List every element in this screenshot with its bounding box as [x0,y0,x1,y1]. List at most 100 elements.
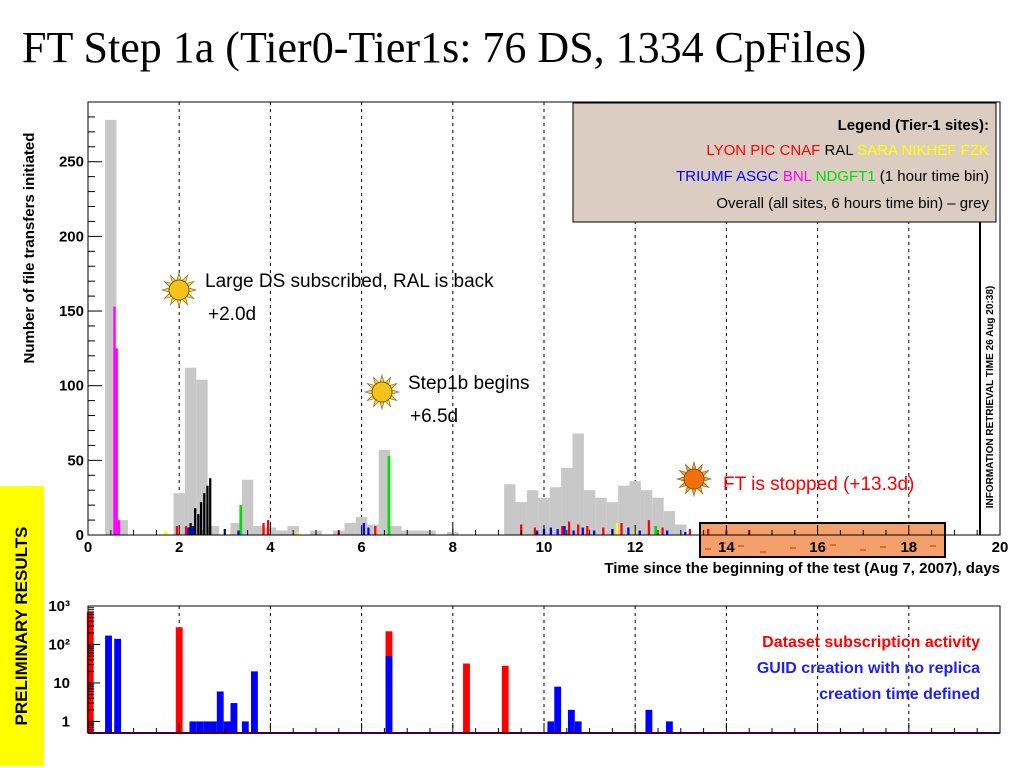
ft-stopped-highlight-box [699,522,946,558]
bottom-bar [501,665,509,733]
top-bar [538,497,550,535]
bottom-bar [251,671,258,733]
top-bar [620,523,623,535]
top-bar [116,520,128,535]
top-bar [567,521,571,535]
bottom-bar [574,721,582,733]
annotation-step1b-offset: +6.5d [410,406,458,427]
top-bar [196,379,208,535]
top-bar [387,455,391,535]
highlight-speck [760,551,766,553]
top-bar [230,523,242,535]
legend-entry: TRIUMF [676,168,736,185]
bottom-bar [175,627,183,733]
top-x-tick-label: 0 [84,539,92,556]
top-x-tick-label: 6 [357,539,365,556]
top-bar [638,530,641,535]
bottom-bar [209,721,217,733]
slide-title: FT Step 1a (Tier0-Tier1s: 76 DS, 1334 Cp… [22,23,867,72]
bottom-bar [567,709,575,733]
top-chart-bars [105,119,751,536]
bottom-bar [554,686,562,733]
bottom-chart-bars [86,611,673,733]
top-bar [378,449,391,535]
top-bar [239,505,243,535]
bottom-bar [196,721,204,733]
bottom-legend-line-1: Dataset subscription activity [762,634,980,651]
top-bar [262,523,265,535]
top-bar [593,530,596,535]
top-bar [586,526,589,535]
top-x-tick-label: 10 [536,539,553,556]
top-x-tick-label: 16 [809,539,826,556]
legend-entry: PIC [750,142,779,159]
top-bar [688,529,692,535]
highlight-speck [790,547,796,549]
highlight-speck [705,548,711,550]
top-bar [572,433,584,535]
top-bar [296,532,299,535]
bottom-y-tick-label: 10 [53,675,70,692]
top-bar [615,523,619,535]
top-bar [549,487,562,535]
top-x-tick-label: 18 [900,539,917,556]
top-bar [206,485,209,535]
legend-title: Legend (Tier-1 sites): [838,117,989,134]
legend-entry: RAL [824,142,857,159]
highlight-speck [880,546,886,548]
top-bar [194,508,197,535]
bottom-bar [86,611,94,733]
legend-entry: (1 hour time bin) [880,168,989,185]
highlight-box-specks [705,542,936,553]
top-y-tick-label: 200 [59,228,84,245]
top-bar [663,511,676,535]
top-bar [344,523,356,535]
top-x-axis-label: Time since the beginning of the test (Au… [604,560,1000,577]
bottom-y-tick-label: 10² [48,636,70,653]
top-bar [241,479,254,535]
annotation-large-ds-offset: +2.0d [208,304,256,325]
highlight-speck [738,545,744,547]
top-bar [602,527,605,535]
bottom-bar [189,721,197,733]
top-legend: Legend (Tier-1 sites): LYON PIC CNAF RAL… [572,102,997,223]
top-bar [549,527,552,535]
highlight-speck [905,550,911,552]
top-bar [175,526,179,535]
annotation-large-ds: Large DS subscribed, RAL is back [205,271,494,292]
bottom-bar [645,709,653,733]
top-y-tick-label: 100 [59,378,84,395]
retrieval-time-note: INFORMATION RETRIEVAL TIME 26 Aug 20:38) [985,286,996,508]
legend-row-1: LYON PIC CNAF RAL SARA NIKHEF FZK [706,142,989,159]
bottom-bar [105,635,112,733]
top-x-tick-label: 12 [627,539,644,556]
top-bar [199,502,203,535]
top-bar [253,526,265,535]
top-bar [515,502,527,535]
bottom-legend-line-2: GUID creation with no replica [757,660,980,677]
bottom-legend: Dataset subscription activity GUID creat… [757,634,980,703]
top-bar [652,497,664,535]
top-y-tick-label: 150 [59,303,84,320]
top-bar [374,526,377,535]
top-bar [661,527,664,535]
top-bar [581,527,584,535]
top-bar [164,530,167,535]
top-bar [207,526,220,535]
top-bar [189,523,192,535]
top-y-tick-label: 0 [76,527,84,544]
top-bar [105,119,117,536]
top-bar [113,306,116,535]
top-bar [197,514,200,535]
top-bar [707,529,710,535]
top-bar [187,527,190,535]
top-bar [209,478,212,535]
top-bar [563,526,566,535]
sun-icon [363,373,401,411]
top-bar [184,526,188,535]
top-bar [367,527,370,535]
top-y-tick-label: 50 [67,452,84,469]
top-chart-axes: 0 50 100 150 200 250 0 2 4 6 8 10 12 14 16 18 20 [59,116,1008,556]
sun-icon [160,271,198,309]
